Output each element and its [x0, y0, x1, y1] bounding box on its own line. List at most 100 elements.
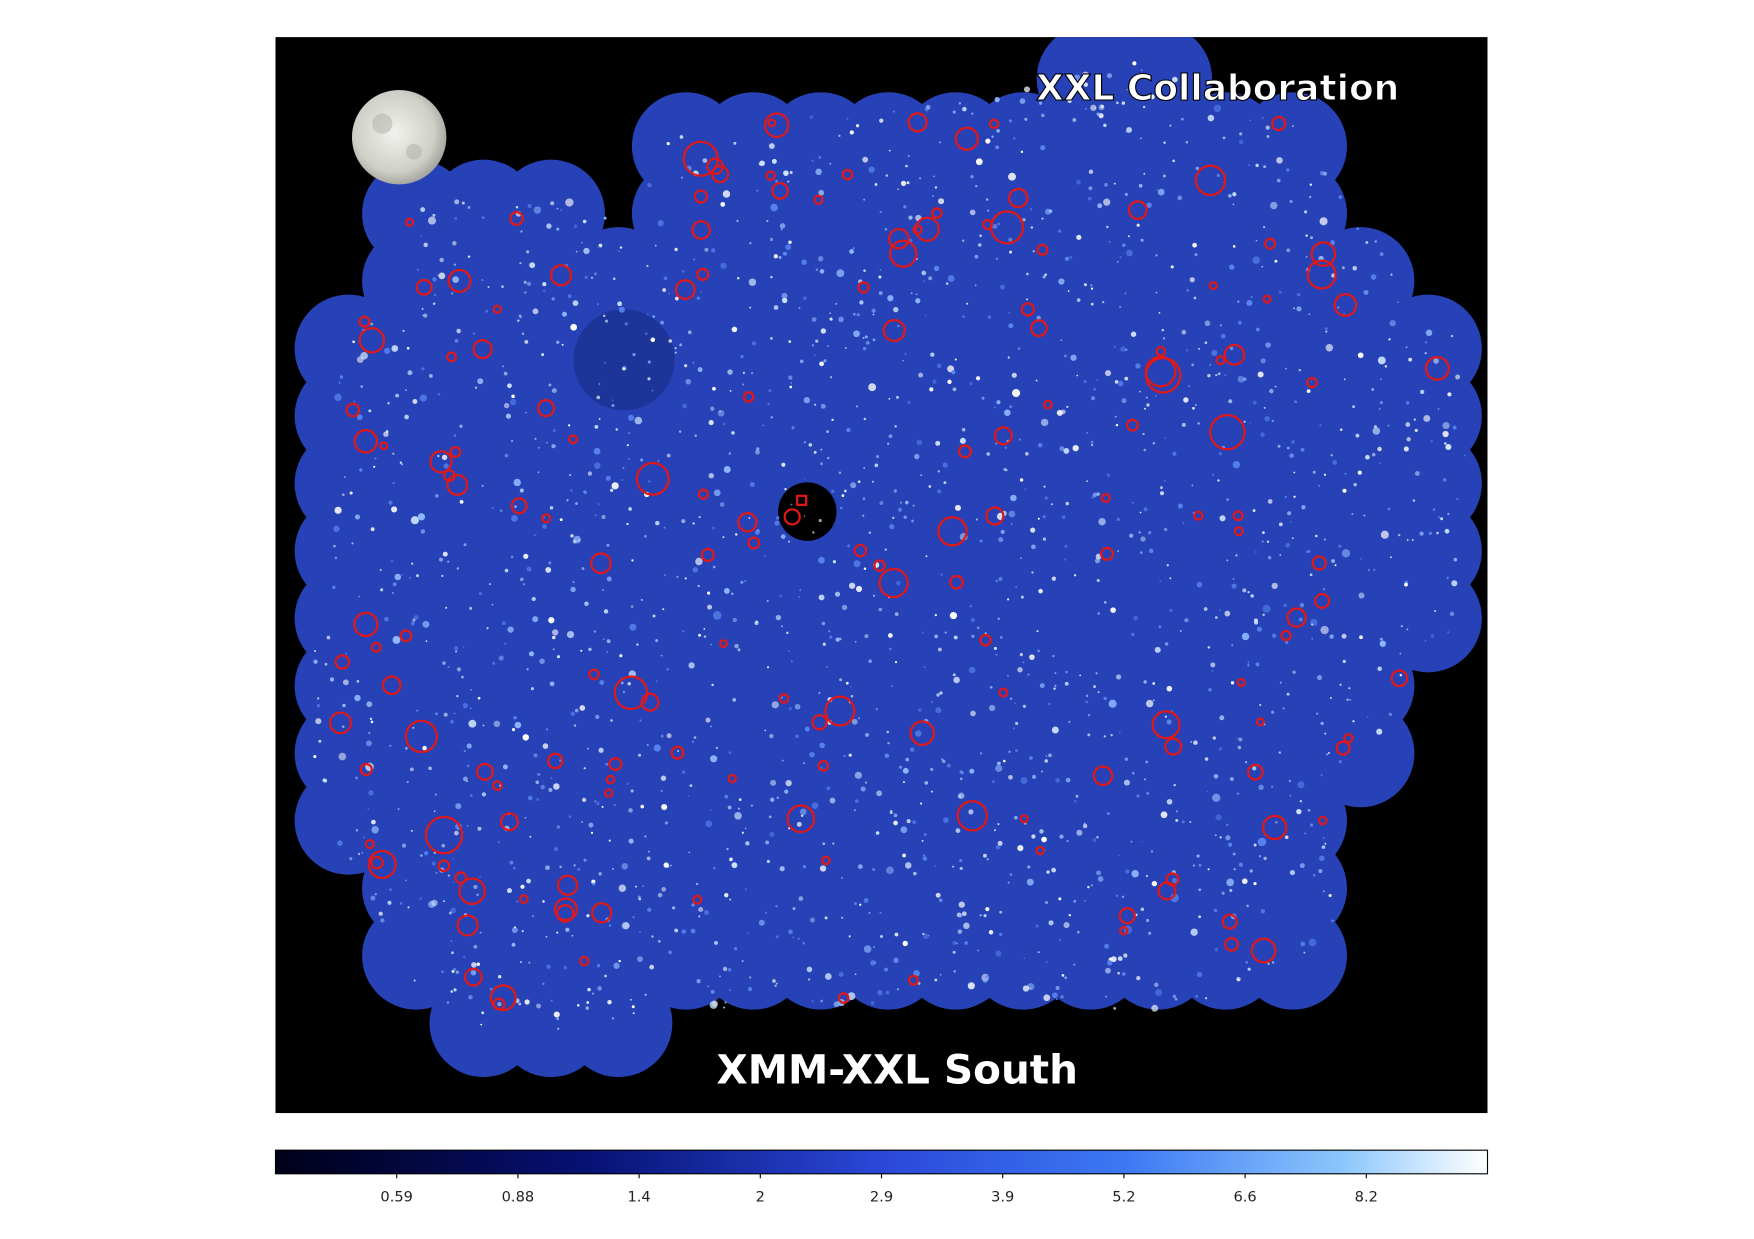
- source: [863, 467, 866, 469]
- source: [1449, 611, 1455, 617]
- source: [933, 175, 936, 178]
- source: [969, 768, 975, 774]
- source: [854, 973, 857, 976]
- source: [947, 379, 952, 384]
- source: [769, 237, 774, 242]
- source: [954, 358, 957, 361]
- source: [828, 630, 831, 633]
- source: [974, 284, 977, 287]
- detection-circle: [1208, 280, 1218, 291]
- source: [687, 795, 690, 797]
- source: [416, 574, 419, 578]
- source: [820, 328, 827, 334]
- source: [612, 277, 616, 281]
- source: [1219, 608, 1222, 611]
- source: [731, 431, 735, 435]
- source: [1430, 634, 1435, 639]
- source: [885, 174, 889, 177]
- source: [597, 503, 600, 506]
- source: [863, 417, 867, 421]
- source: [1192, 406, 1195, 410]
- source: [443, 712, 448, 717]
- source: [1211, 669, 1214, 672]
- detection-circle: [908, 974, 920, 986]
- source: [560, 209, 563, 212]
- source: [1324, 732, 1327, 735]
- source: [602, 638, 605, 641]
- source: [839, 678, 843, 682]
- source: [524, 999, 530, 1005]
- source: [918, 708, 922, 712]
- source: [542, 524, 547, 529]
- source: [936, 363, 942, 369]
- source: [1358, 592, 1365, 599]
- source: [404, 414, 409, 420]
- source: [920, 474, 923, 477]
- source: [419, 394, 427, 402]
- source: [795, 734, 799, 739]
- source: [925, 555, 928, 558]
- source: [1261, 116, 1264, 120]
- source: [987, 315, 992, 319]
- source: [652, 614, 656, 618]
- source: [410, 516, 419, 525]
- source: [880, 934, 883, 938]
- source: [611, 867, 615, 870]
- source: [432, 277, 437, 282]
- source: [1324, 327, 1328, 331]
- source: [819, 865, 827, 872]
- source: [877, 989, 883, 996]
- source: [1236, 792, 1240, 796]
- source: [776, 516, 780, 520]
- source: [1070, 354, 1077, 361]
- source: [1437, 408, 1440, 410]
- source: [809, 115, 814, 119]
- source: [447, 560, 450, 563]
- source: [850, 482, 857, 489]
- source: [559, 518, 563, 522]
- source: [655, 639, 659, 642]
- source: [1317, 675, 1323, 681]
- source: [461, 675, 464, 679]
- source: [605, 650, 609, 654]
- source: [433, 293, 437, 297]
- source: [1106, 73, 1113, 79]
- source: [681, 519, 686, 524]
- source: [1064, 976, 1068, 980]
- source: [799, 808, 807, 816]
- source: [575, 250, 578, 253]
- source: [1051, 726, 1059, 734]
- source: [1077, 930, 1080, 934]
- source: [628, 507, 632, 511]
- source: [934, 978, 938, 982]
- source: [695, 557, 703, 566]
- source: [573, 724, 577, 727]
- source: [894, 660, 898, 664]
- source: [1351, 513, 1354, 516]
- source: [742, 371, 746, 375]
- source: [654, 244, 657, 247]
- source: [811, 159, 814, 162]
- source: [900, 180, 907, 186]
- source: [788, 375, 793, 380]
- source: [732, 617, 737, 623]
- source: [1342, 488, 1347, 493]
- source: [448, 911, 453, 915]
- source: [514, 721, 522, 729]
- source: [628, 838, 634, 844]
- source: [961, 911, 967, 917]
- source: [959, 777, 963, 781]
- source: [710, 248, 716, 253]
- source: [1373, 568, 1376, 572]
- source: [1007, 881, 1010, 884]
- source: [361, 852, 364, 855]
- source: [1287, 511, 1292, 516]
- detection-circle: [1193, 510, 1204, 521]
- detection-circle: [1255, 717, 1265, 727]
- source: [729, 898, 732, 901]
- source: [1296, 808, 1302, 815]
- source: [1192, 864, 1195, 867]
- detection-circle: [590, 902, 613, 924]
- detection-circle: [404, 719, 439, 754]
- source: [523, 553, 529, 559]
